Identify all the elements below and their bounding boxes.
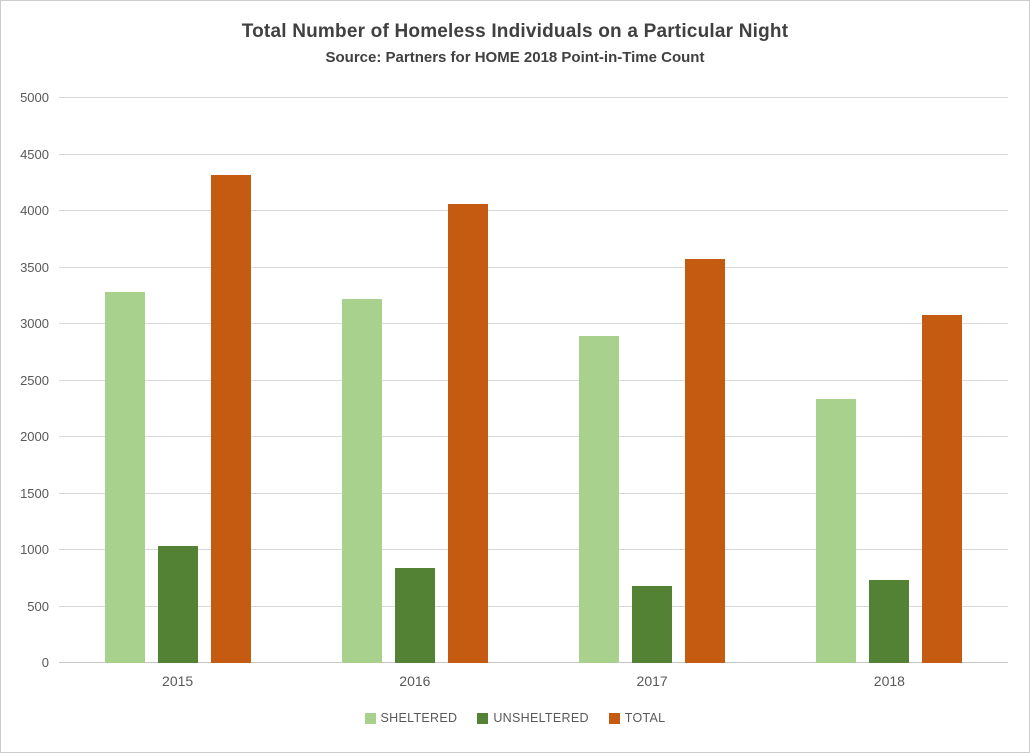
bar-sheltered-2017 <box>579 336 620 663</box>
bar-group-2016 <box>296 98 533 663</box>
bar-total-2016 <box>447 203 488 663</box>
legend: SHELTERED UNSHELTERED TOTAL <box>1 711 1029 725</box>
gridline <box>59 492 1008 494</box>
gridline <box>59 266 1008 268</box>
gridline <box>59 379 1008 381</box>
legend-label: SHELTERED <box>380 711 458 725</box>
y-axis-tick-label: 1000 <box>20 542 49 557</box>
y-axis-tick-label: 2000 <box>20 429 49 444</box>
y-axis-tick-label: 4500 <box>20 146 49 162</box>
gridline <box>59 436 1008 437</box>
legend-swatch-total <box>608 712 620 724</box>
bar-unsheltered-2017 <box>632 585 673 663</box>
x-axis: 2015 2016 2017 2018 <box>59 673 1008 689</box>
y-axis-tick-label: 3000 <box>20 316 49 331</box>
bar-total-2017 <box>685 259 726 663</box>
bar-groups <box>59 98 1008 663</box>
chart-subtitle: Source: Partners for HOME 2018 Point-in-… <box>325 49 705 66</box>
legend-swatch-unsheltered <box>477 712 489 724</box>
y-axis-tick-label: 5000 <box>20 90 49 105</box>
y-axis-tick-label: 0 <box>41 655 49 670</box>
legend-item-total: TOTAL <box>608 711 666 725</box>
bar-group-2017 <box>534 98 771 663</box>
x-axis-tick-label: 2018 <box>873 673 905 689</box>
x-axis-line <box>59 662 1008 663</box>
gridline <box>59 97 1008 98</box>
bar-total-2018 <box>922 315 963 663</box>
legend-item-sheltered: SHELTERED <box>364 711 458 725</box>
legend-label: UNSHELTERED <box>493 711 589 725</box>
x-axis-tick-label: 2015 <box>162 673 194 689</box>
bar-sheltered-2016 <box>341 298 382 663</box>
bar-unsheltered-2018 <box>869 579 910 663</box>
bar-group-2018 <box>771 98 1008 663</box>
bar-sheltered-2015 <box>104 291 145 663</box>
y-axis-tick-label: 3500 <box>20 259 49 275</box>
x-axis-tick-label: 2016 <box>399 673 431 689</box>
x-axis-tick-label: 2017 <box>636 673 668 689</box>
gridline <box>59 549 1008 550</box>
legend-label: TOTAL <box>624 711 666 725</box>
bar-total-2015 <box>210 175 251 663</box>
gridline <box>59 153 1008 155</box>
gridline <box>59 605 1008 607</box>
y-axis-tick-label: 500 <box>27 598 49 614</box>
chart-title: Total Number of Homeless Individuals on … <box>241 21 789 42</box>
y-axis-tick-label: 2500 <box>20 372 49 388</box>
plot-area <box>59 97 1008 663</box>
y-axis-tick-label: 4000 <box>20 203 49 218</box>
legend-swatch-sheltered <box>364 712 376 724</box>
bar-group-2015 <box>59 98 296 663</box>
gridline <box>59 323 1008 324</box>
bar-sheltered-2018 <box>816 398 857 663</box>
y-axis-tick-label: 1500 <box>20 485 49 501</box>
bar-unsheltered-2015 <box>157 546 198 663</box>
legend-item-unsheltered: UNSHELTERED <box>477 711 588 725</box>
gridline <box>59 210 1008 211</box>
bar-unsheltered-2016 <box>394 567 435 663</box>
